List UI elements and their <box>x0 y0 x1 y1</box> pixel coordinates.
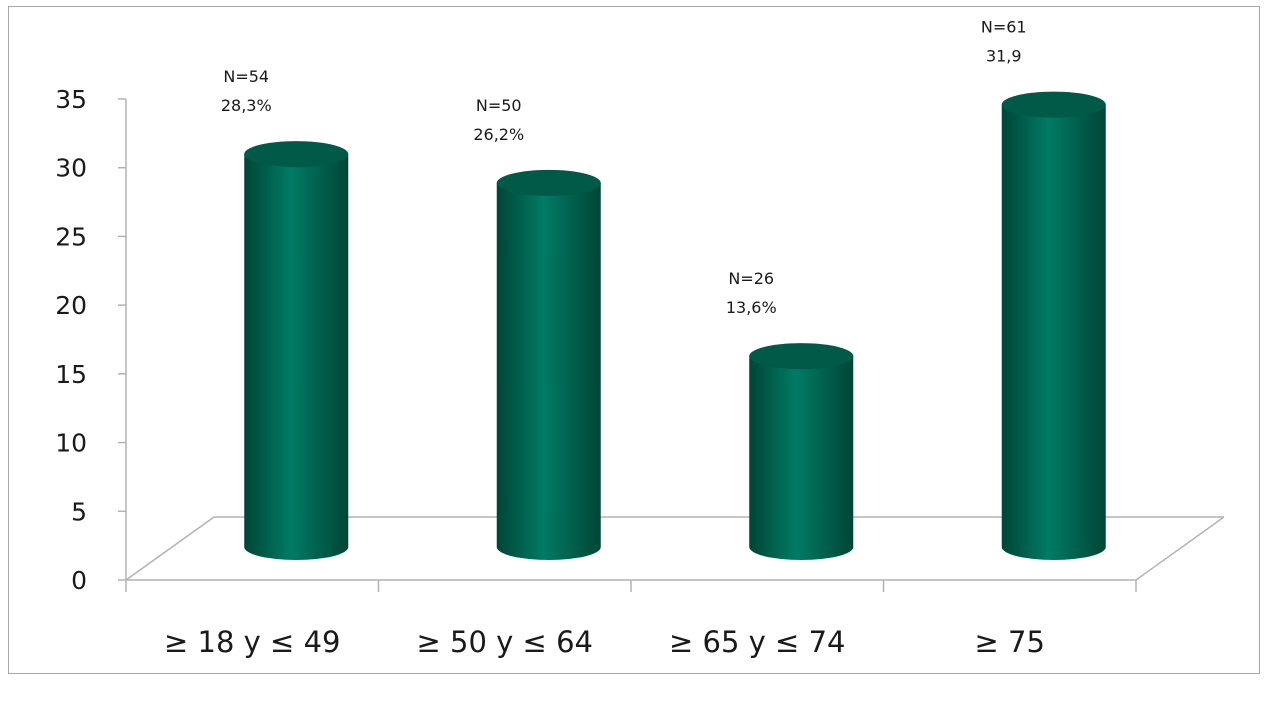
bar-3-body <box>749 356 854 560</box>
data-labels: N=54 28,3% ≥ 18 y ≤ 49 N=50 26,2% ≥ 50 y ≤ 64… <box>164 18 1045 659</box>
y-tick-label: 5 <box>71 497 87 526</box>
bar-2-top <box>496 169 601 196</box>
x-tick-label: ≥ 75 <box>975 625 1045 659</box>
bar-2-body <box>496 182 601 561</box>
data-label-n: N=54 <box>223 67 269 86</box>
y-tick-label: 10 <box>55 429 87 458</box>
y-tick-label: 0 <box>71 566 87 595</box>
data-label-n: N=61 <box>981 18 1027 37</box>
data-label-pct: 28,3% <box>221 96 272 115</box>
floor-back-edge <box>125 516 1224 581</box>
y-tick-label: 35 <box>55 85 87 114</box>
y-tick-label: 20 <box>55 291 87 320</box>
bar-4-body <box>1001 104 1106 561</box>
x-tick-label: ≥ 50 y ≤ 64 <box>417 625 593 659</box>
bars <box>244 91 1106 561</box>
y-tick-label: 15 <box>55 360 87 389</box>
bar-3-top <box>749 343 854 370</box>
data-label-pct: 26,2% <box>473 125 524 144</box>
y-tick-label: 30 <box>55 154 87 183</box>
x-tick-label: ≥ 65 y ≤ 74 <box>669 625 845 659</box>
axes: 0 5 10 15 20 25 30 35 <box>55 85 1225 595</box>
bar-4-top <box>1001 91 1106 118</box>
bar-1-body <box>244 154 349 560</box>
bar-1-top <box>244 141 349 168</box>
data-label-pct: 31,9 <box>986 47 1022 66</box>
data-label-n: N=50 <box>476 96 522 115</box>
data-label-n: N=26 <box>728 269 774 288</box>
x-tick-label: ≥ 18 y ≤ 49 <box>164 625 340 659</box>
data-label-pct: 13,6% <box>726 298 777 317</box>
y-tick-label: 25 <box>55 222 87 251</box>
